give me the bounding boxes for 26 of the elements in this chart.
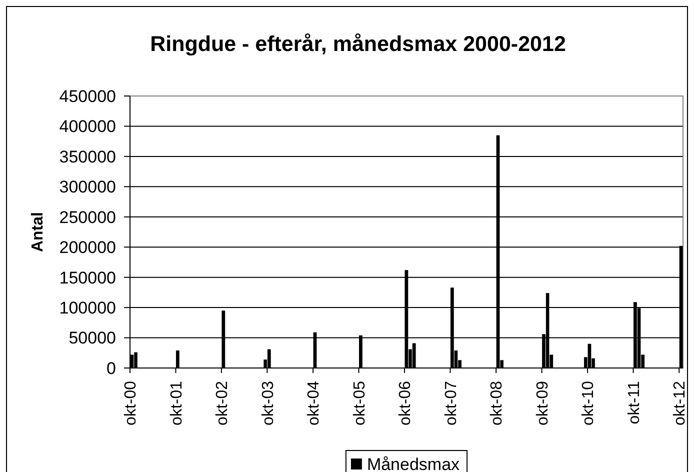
x-tick-label: okt-12 xyxy=(672,380,689,426)
x-tick-label: okt-04 xyxy=(306,380,323,426)
y-tick-label: 150000 xyxy=(59,268,116,288)
x-tick-label: okt-02 xyxy=(214,380,232,426)
y-axis-title: Antal xyxy=(30,212,47,252)
x-tick-label: okt-09 xyxy=(534,380,552,426)
y-tick-label: 0 xyxy=(106,358,116,378)
x-tick-label: okt-06 xyxy=(397,380,414,426)
x-tick-label: okt-10 xyxy=(580,380,598,426)
y-tick-label: 400000 xyxy=(59,117,116,136)
chart-title: Ringdue - efterår, månedsmax 2000-2012 xyxy=(150,32,566,56)
y-tick-label: 100000 xyxy=(59,298,116,318)
y-tick-label: 50000 xyxy=(68,328,116,348)
y-tick-label: 300000 xyxy=(59,178,116,197)
y-tick-label: 250000 xyxy=(59,208,116,227)
x-tick-label: okt-05 xyxy=(351,380,368,426)
x-tick-label: okt-03 xyxy=(260,380,277,426)
y-tick-label: 200000 xyxy=(59,238,116,258)
x-tick-label: okt-11 xyxy=(626,380,643,424)
y-tick-label: 450000 xyxy=(59,86,116,106)
x-tick-label: okt-08 xyxy=(488,380,506,426)
y-tick-label: 350000 xyxy=(59,147,116,166)
x-tick-label: okt-00 xyxy=(122,380,140,426)
x-tick-label: okt-01 xyxy=(168,380,186,426)
legend-label: Månedsmax xyxy=(366,454,460,472)
x-tick-label: okt-07 xyxy=(442,380,460,426)
